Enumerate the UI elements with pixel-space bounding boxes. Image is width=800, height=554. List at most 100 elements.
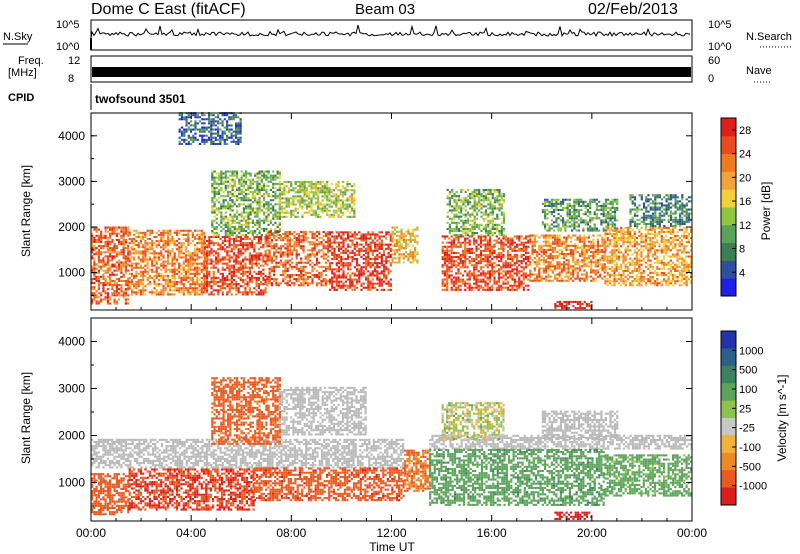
power-cell <box>244 279 246 281</box>
power-cell <box>491 254 493 256</box>
power-cell <box>138 234 140 236</box>
power-cell <box>109 298 111 300</box>
power-cell <box>554 276 556 278</box>
power-cell <box>363 262 365 264</box>
power-cell <box>140 250 142 252</box>
power-cell <box>458 228 460 230</box>
power-cell <box>216 207 218 209</box>
power-cell <box>543 257 545 259</box>
power-cell <box>453 228 455 230</box>
power-cell <box>323 258 325 260</box>
power-cell <box>525 246 527 248</box>
power-cell <box>306 187 308 189</box>
power-cell <box>405 245 407 247</box>
power-cell <box>326 195 328 197</box>
power-cell <box>568 245 570 247</box>
power-cell <box>238 256 240 258</box>
power-cell <box>229 220 231 222</box>
power-cell <box>283 212 285 214</box>
power-cell <box>467 218 469 220</box>
power-cell <box>220 261 222 263</box>
power-cell <box>229 259 231 261</box>
power-cell <box>217 259 219 261</box>
power-cell <box>144 252 146 254</box>
power-cell <box>176 261 178 263</box>
power-cell <box>370 285 372 287</box>
power-cell <box>317 206 319 208</box>
power-cell <box>503 228 505 230</box>
power-cell <box>473 252 475 254</box>
power-cell <box>356 242 358 244</box>
power-cell <box>123 245 125 247</box>
power-cell <box>489 214 491 216</box>
power-cell <box>365 279 367 281</box>
power-cell <box>116 233 118 235</box>
power-cell <box>296 239 298 241</box>
power-cell <box>313 204 315 206</box>
power-cell <box>491 272 493 274</box>
power-cell <box>448 238 450 240</box>
power-cell <box>456 226 458 228</box>
power-cell <box>529 272 531 274</box>
power-cell <box>268 220 270 222</box>
power-cell <box>331 248 333 250</box>
power-cell <box>288 189 290 191</box>
power-cell <box>247 275 249 277</box>
power-cell <box>543 235 545 237</box>
power-cell <box>158 240 160 242</box>
power-cell <box>222 293 224 295</box>
power-cell <box>449 203 451 205</box>
power-cell <box>351 285 353 287</box>
power-cell <box>210 267 212 269</box>
power-cell <box>144 246 146 248</box>
power-cell <box>160 232 162 234</box>
power-cell <box>372 258 374 260</box>
power-cell <box>269 274 271 276</box>
nave-tick-bottom: 0 <box>708 73 714 85</box>
power-cell <box>351 272 353 274</box>
power-cell <box>473 272 475 274</box>
power-cell <box>453 262 455 264</box>
power-cell <box>279 183 281 185</box>
power-cell <box>240 265 242 267</box>
power-cell <box>509 262 511 264</box>
power-cell <box>198 234 200 236</box>
power-cell <box>280 256 282 258</box>
power-cell <box>545 243 547 245</box>
power-cell <box>153 254 155 256</box>
power-cell <box>129 281 131 283</box>
power-cell <box>162 254 164 256</box>
power-cell <box>568 272 570 274</box>
power-cell <box>194 269 196 271</box>
power-cell <box>265 203 267 205</box>
power-cell <box>123 251 125 253</box>
power-cell <box>234 226 236 228</box>
power-cell <box>208 246 210 248</box>
power-cell <box>316 239 318 241</box>
power-cell <box>153 259 155 261</box>
power-cell <box>305 256 307 258</box>
power-cell <box>242 275 244 277</box>
power-cell <box>514 268 516 270</box>
power-cell <box>244 238 246 240</box>
power-cell <box>215 236 217 238</box>
power-cell <box>263 171 265 173</box>
power-cell <box>326 191 328 193</box>
power-cell <box>138 281 140 283</box>
power-cell <box>216 199 218 201</box>
power-cell <box>460 289 462 291</box>
power-cell <box>464 285 466 287</box>
power-cell <box>238 244 240 246</box>
power-cell <box>262 289 264 291</box>
power-cell <box>222 275 224 277</box>
power-cell <box>337 210 339 212</box>
power-cell <box>258 263 260 265</box>
power-cell <box>536 278 538 280</box>
power-cell <box>349 246 351 248</box>
power-cell <box>336 256 338 258</box>
power-cell <box>306 193 308 195</box>
power-cell <box>568 280 570 282</box>
power-cell <box>296 262 298 264</box>
power-cell <box>556 251 558 253</box>
power-cell <box>241 234 243 236</box>
